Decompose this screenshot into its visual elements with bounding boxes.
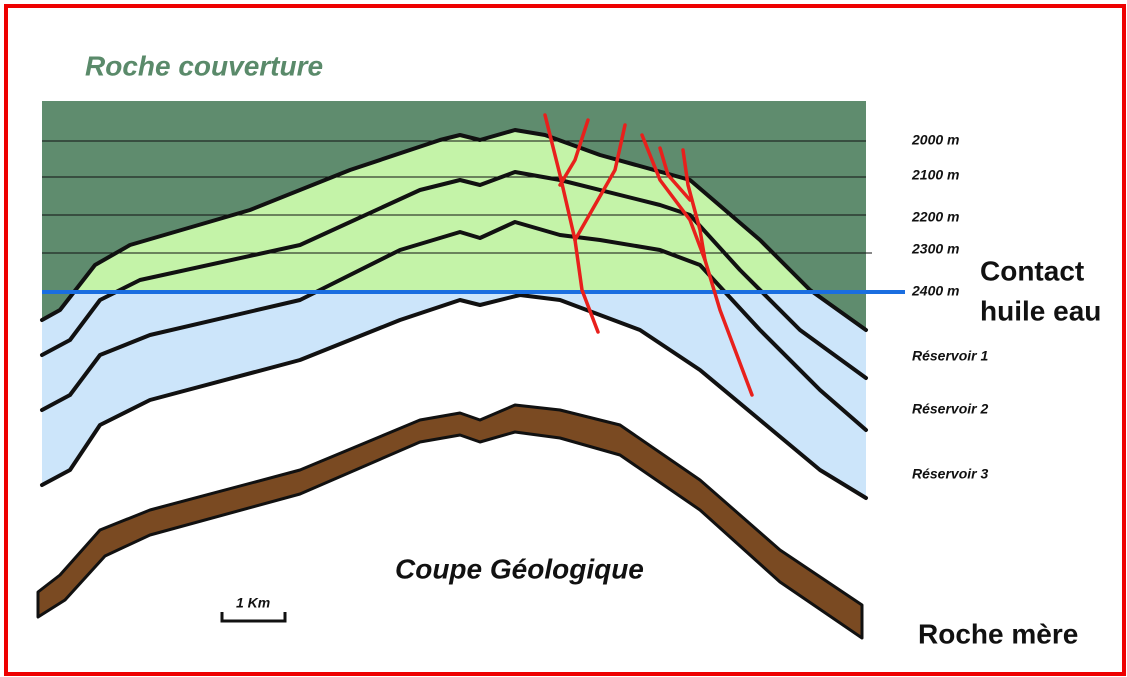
depth-label: 2000 m — [911, 132, 959, 148]
oil-zone — [74, 130, 813, 292]
caption: Coupe Géologique — [395, 553, 644, 584]
depth-label: 2300 m — [911, 241, 959, 257]
scale-bar — [220, 612, 287, 623]
source-rock-label: Roche mère — [918, 618, 1078, 649]
title: Roche couverture — [85, 50, 323, 81]
depth-label: 2200 m — [911, 209, 959, 225]
source-rock — [36, 403, 864, 640]
scale-label: 1 Km — [236, 595, 270, 611]
depth-label: 2400 m — [911, 283, 959, 299]
layer-top — [40, 128, 868, 332]
layer-4 — [40, 293, 868, 500]
reservoir-label: Réservoir 1 — [912, 348, 988, 364]
faults — [543, 113, 754, 397]
reservoir-label: Réservoir 2 — [912, 401, 988, 417]
white-zone — [42, 295, 866, 600]
contact-label: Contact — [980, 255, 1084, 286]
layer-3 — [40, 220, 868, 432]
reservoir-label: Réservoir 3 — [912, 466, 988, 482]
contact-label: huile eau — [980, 295, 1101, 326]
depth-label: 2100 m — [911, 167, 959, 183]
